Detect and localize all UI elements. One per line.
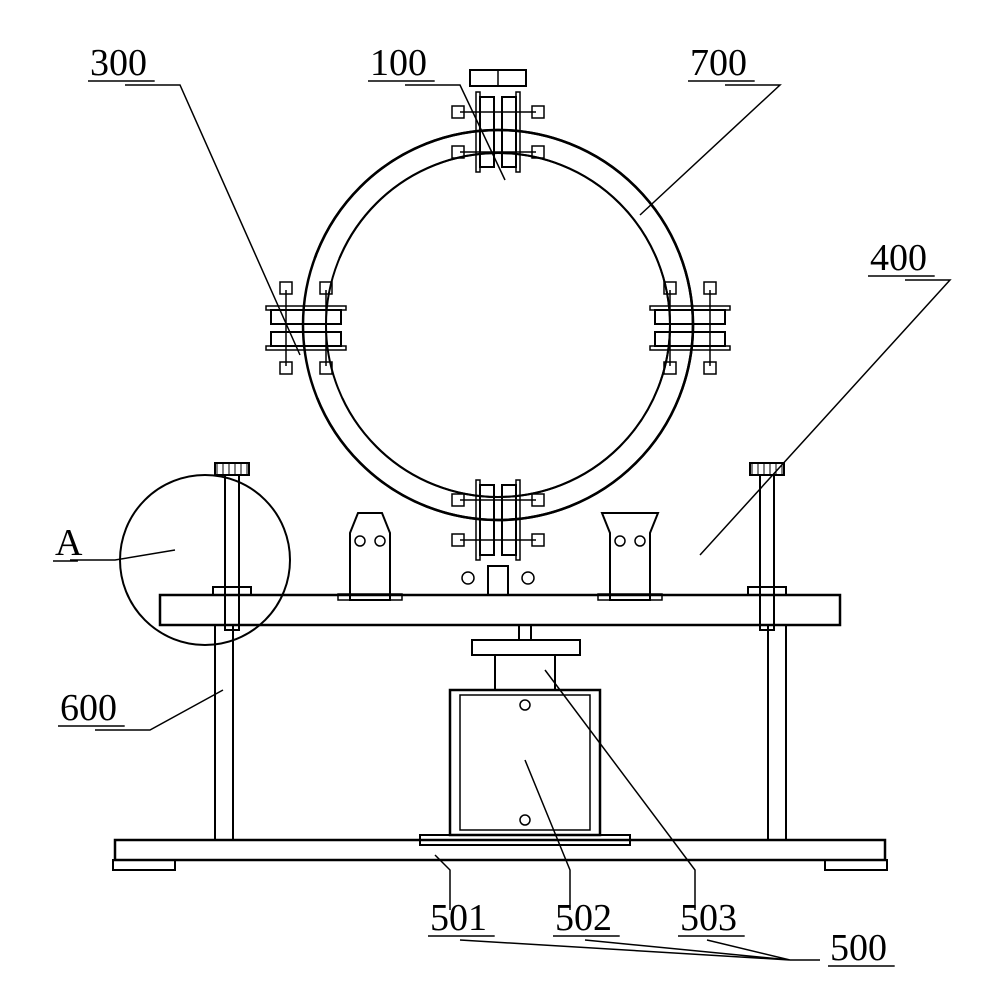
label-l500: 500 [830,927,887,969]
label-l100: 100 [370,42,427,84]
label-l600: 600 [60,687,117,729]
label-l700: 700 [690,42,747,84]
label-l400: 400 [870,237,927,279]
label-l502: 502 [555,897,612,939]
label-l503: 503 [680,897,737,939]
label-lA: A [55,522,83,564]
label-l300: 300 [90,42,147,84]
label-l501: 501 [430,897,487,939]
